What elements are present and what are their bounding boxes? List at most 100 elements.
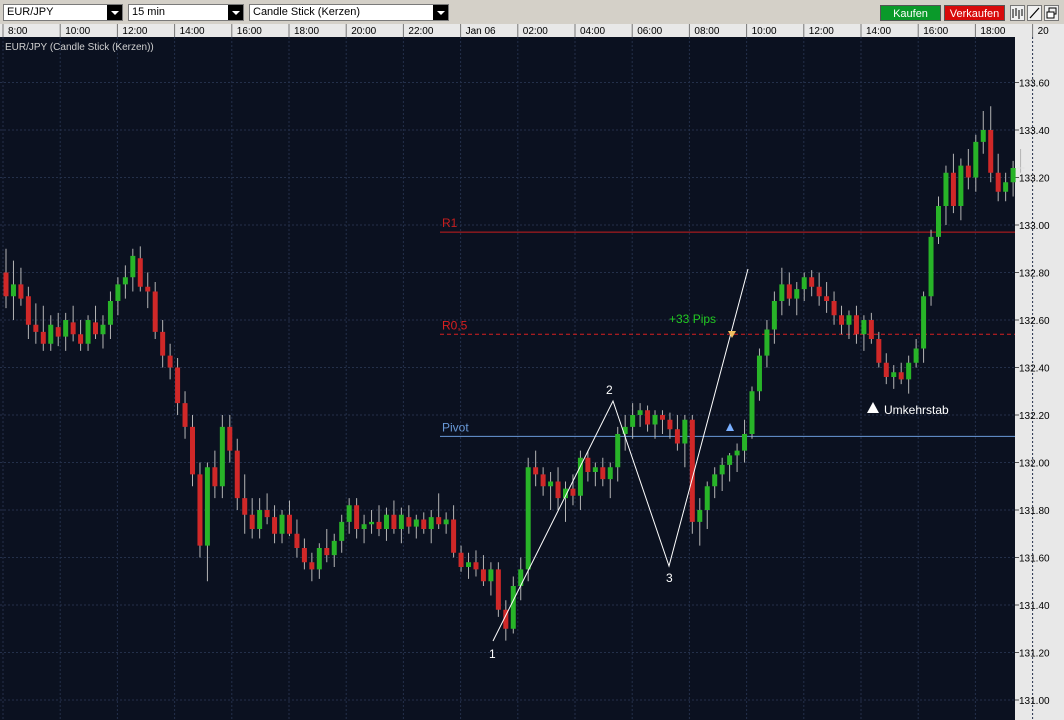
candle-up	[891, 372, 897, 377]
candle-up	[973, 141, 979, 178]
candle-down	[600, 467, 606, 480]
target-arrow-icon	[728, 331, 736, 338]
candle-down	[689, 419, 695, 522]
price-tick-label: 131.00	[1019, 696, 1050, 707]
candle-up	[100, 324, 106, 335]
candle-up	[928, 236, 934, 297]
price-tick-label: 132.20	[1019, 411, 1050, 422]
candle-up	[346, 505, 352, 522]
price-tick-label: 133.20	[1019, 174, 1050, 185]
candle-up	[63, 320, 69, 337]
candle-up	[369, 521, 375, 525]
candle-down	[533, 467, 539, 475]
candle-down	[451, 519, 457, 553]
candle-down	[152, 291, 158, 332]
reversal-arrow-icon	[867, 402, 879, 413]
candle-up	[548, 481, 554, 487]
price-tick-label: 132.00	[1019, 459, 1050, 470]
chart-type-value: Candle Stick (Kerzen)	[253, 6, 360, 18]
candle-down	[458, 552, 464, 567]
candle-down	[503, 609, 509, 629]
interval-select[interactable]: 15 min	[128, 4, 244, 21]
chevron-down-icon[interactable]	[228, 5, 243, 20]
entry-arrow-icon	[726, 423, 734, 431]
chart-annotations: 1 2 3 +33 Pips Umkehrstab	[489, 268, 949, 661]
candle-down	[18, 284, 24, 299]
candle-down	[876, 339, 882, 363]
candle-up	[913, 348, 919, 363]
candle-down	[167, 355, 173, 368]
price-tick-label: 131.60	[1019, 554, 1050, 565]
candle-down	[853, 315, 859, 335]
buy-button[interactable]: Kaufen	[880, 5, 941, 21]
candle-up	[122, 277, 128, 285]
candle-up	[980, 130, 986, 142]
candle-down	[175, 367, 181, 404]
candle-down	[93, 322, 99, 335]
candle-up	[794, 289, 800, 299]
candle-up	[637, 410, 643, 415]
price-tick-label: 133.40	[1019, 126, 1050, 137]
candle-down	[421, 519, 427, 529]
candle-down	[264, 510, 270, 518]
time-tick-label: 08:00	[694, 26, 719, 37]
bar-chart-icon[interactable]	[1010, 5, 1025, 21]
candle-down	[55, 327, 61, 337]
candle-up	[510, 586, 516, 629]
candle-up	[48, 324, 54, 344]
candle-down	[25, 296, 31, 325]
candle-up	[630, 415, 636, 427]
candle-up	[615, 434, 621, 468]
candle-up	[398, 514, 404, 529]
candle-up	[257, 510, 263, 529]
candle-down	[391, 514, 397, 529]
candle-up	[771, 301, 777, 330]
chevron-down-icon[interactable]	[433, 5, 448, 20]
sell-button[interactable]: Verkaufen	[944, 5, 1005, 21]
chart-type-select[interactable]: Candle Stick (Kerzen)	[249, 4, 449, 21]
candlestick-chart[interactable]: 8:00 10:00 12:00 14:00 16:00 18:00 20:00 22:00 J…	[0, 24, 1064, 720]
candle-up	[846, 315, 852, 325]
candle-down	[309, 562, 315, 570]
candle-up	[592, 467, 598, 472]
candle-up	[331, 540, 337, 556]
candle-down	[667, 419, 673, 430]
wave-pattern-line	[492, 268, 749, 642]
candle-down	[786, 284, 792, 299]
candle-down	[839, 315, 845, 325]
time-tick-label: 20:00	[351, 26, 376, 37]
candle-down	[234, 450, 240, 499]
candle-up	[428, 517, 434, 529]
candle-down	[324, 548, 330, 556]
draw-line-icon[interactable]	[1027, 5, 1042, 21]
candle-up	[779, 284, 785, 301]
window-restore-icon[interactable]	[1044, 5, 1059, 21]
time-tick-label: 12:00	[809, 26, 834, 37]
time-tick-label: 14:00	[180, 26, 205, 37]
candle-up	[719, 464, 725, 475]
symbol-select[interactable]: EUR/JPY	[3, 4, 123, 21]
candle-down	[294, 533, 300, 548]
time-tick-label: 02:00	[523, 26, 548, 37]
candle-down	[286, 514, 292, 534]
candle-up	[563, 488, 568, 499]
time-tick-label: Jan 06	[466, 26, 496, 37]
chevron-down-icon[interactable]	[107, 5, 122, 20]
candle-down	[824, 296, 830, 301]
time-tick-label: 10:00	[752, 26, 777, 37]
candle-down	[809, 277, 815, 287]
price-tick-label: 131.80	[1019, 506, 1050, 517]
candle-up	[279, 514, 285, 534]
candle-down	[816, 286, 822, 297]
price-tick-label: 132.40	[1019, 364, 1050, 375]
wave-label-3: 3	[666, 571, 673, 585]
candle-up	[443, 519, 449, 525]
candle-down	[40, 331, 46, 344]
candle-down	[436, 517, 442, 525]
candle-up	[316, 548, 322, 570]
candle-up	[756, 355, 762, 392]
candle-up	[10, 284, 16, 297]
candle-down	[33, 324, 39, 332]
candle-up	[361, 524, 367, 529]
candle-up	[652, 415, 658, 425]
